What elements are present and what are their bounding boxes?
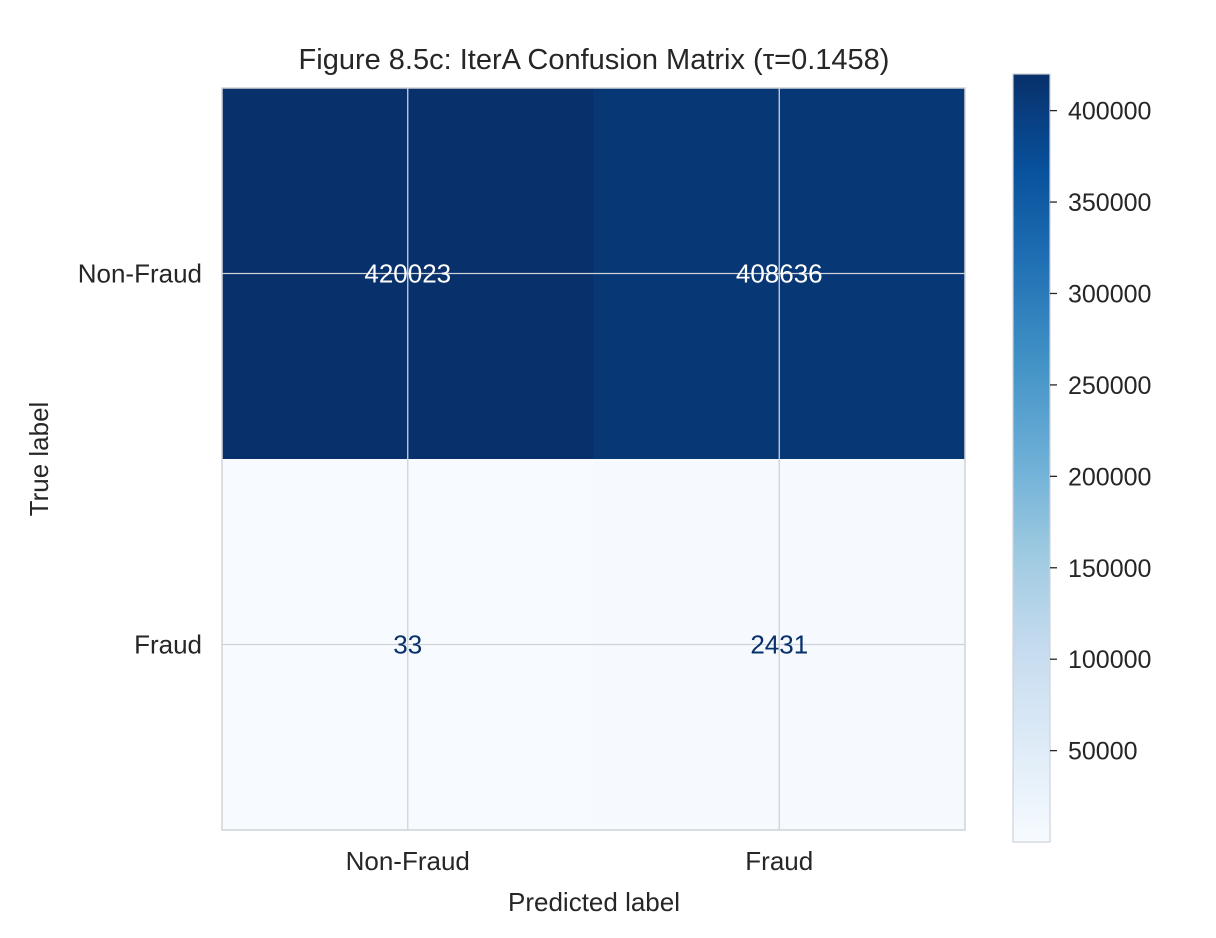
x-tick-labels: Non-Fraud Fraud [346,846,814,876]
chart-title: Figure 8.5c: IterA Confusion Matrix (τ=0… [299,44,890,76]
grid-lines [222,88,965,830]
plot-frame [221,87,966,831]
colorbar-tick-label: 200000 [1068,463,1151,491]
colorbar-tick-label: 350000 [1068,189,1151,217]
colorbar-tick-label: 100000 [1068,646,1151,674]
y-axis-label: True label [24,402,54,517]
y-tick-label: Non-Fraud [78,259,202,289]
cell-value-labels: 420023 408636 33 2431 [364,259,822,660]
colorbar [1012,73,1051,843]
cell-value-label: 2431 [750,630,808,660]
colorbar-tick-label: 400000 [1068,98,1151,126]
y-tick-label: Fraud [134,630,202,660]
cell-value-label: 33 [393,630,422,660]
colorbar-tick-label: 50000 [1068,738,1138,766]
heatmap-cells [222,88,966,831]
cell-value-label: 408636 [736,259,823,289]
x-tick-label: Fraud [745,846,813,876]
colorbar-tick-label: 250000 [1068,372,1151,400]
y-tick-labels: Non-Fraud Fraud [78,259,202,660]
colorbar-ticks: 50000 100000 150000 200000 250000 300000 35000… [1050,98,1151,766]
cell-value-label: 420023 [364,259,451,289]
colorbar-tick-label: 150000 [1068,555,1151,583]
x-tick-label: Non-Fraud [346,846,470,876]
x-axis-label: Predicted label [508,887,680,917]
colorbar-tick-label: 300000 [1068,280,1151,308]
